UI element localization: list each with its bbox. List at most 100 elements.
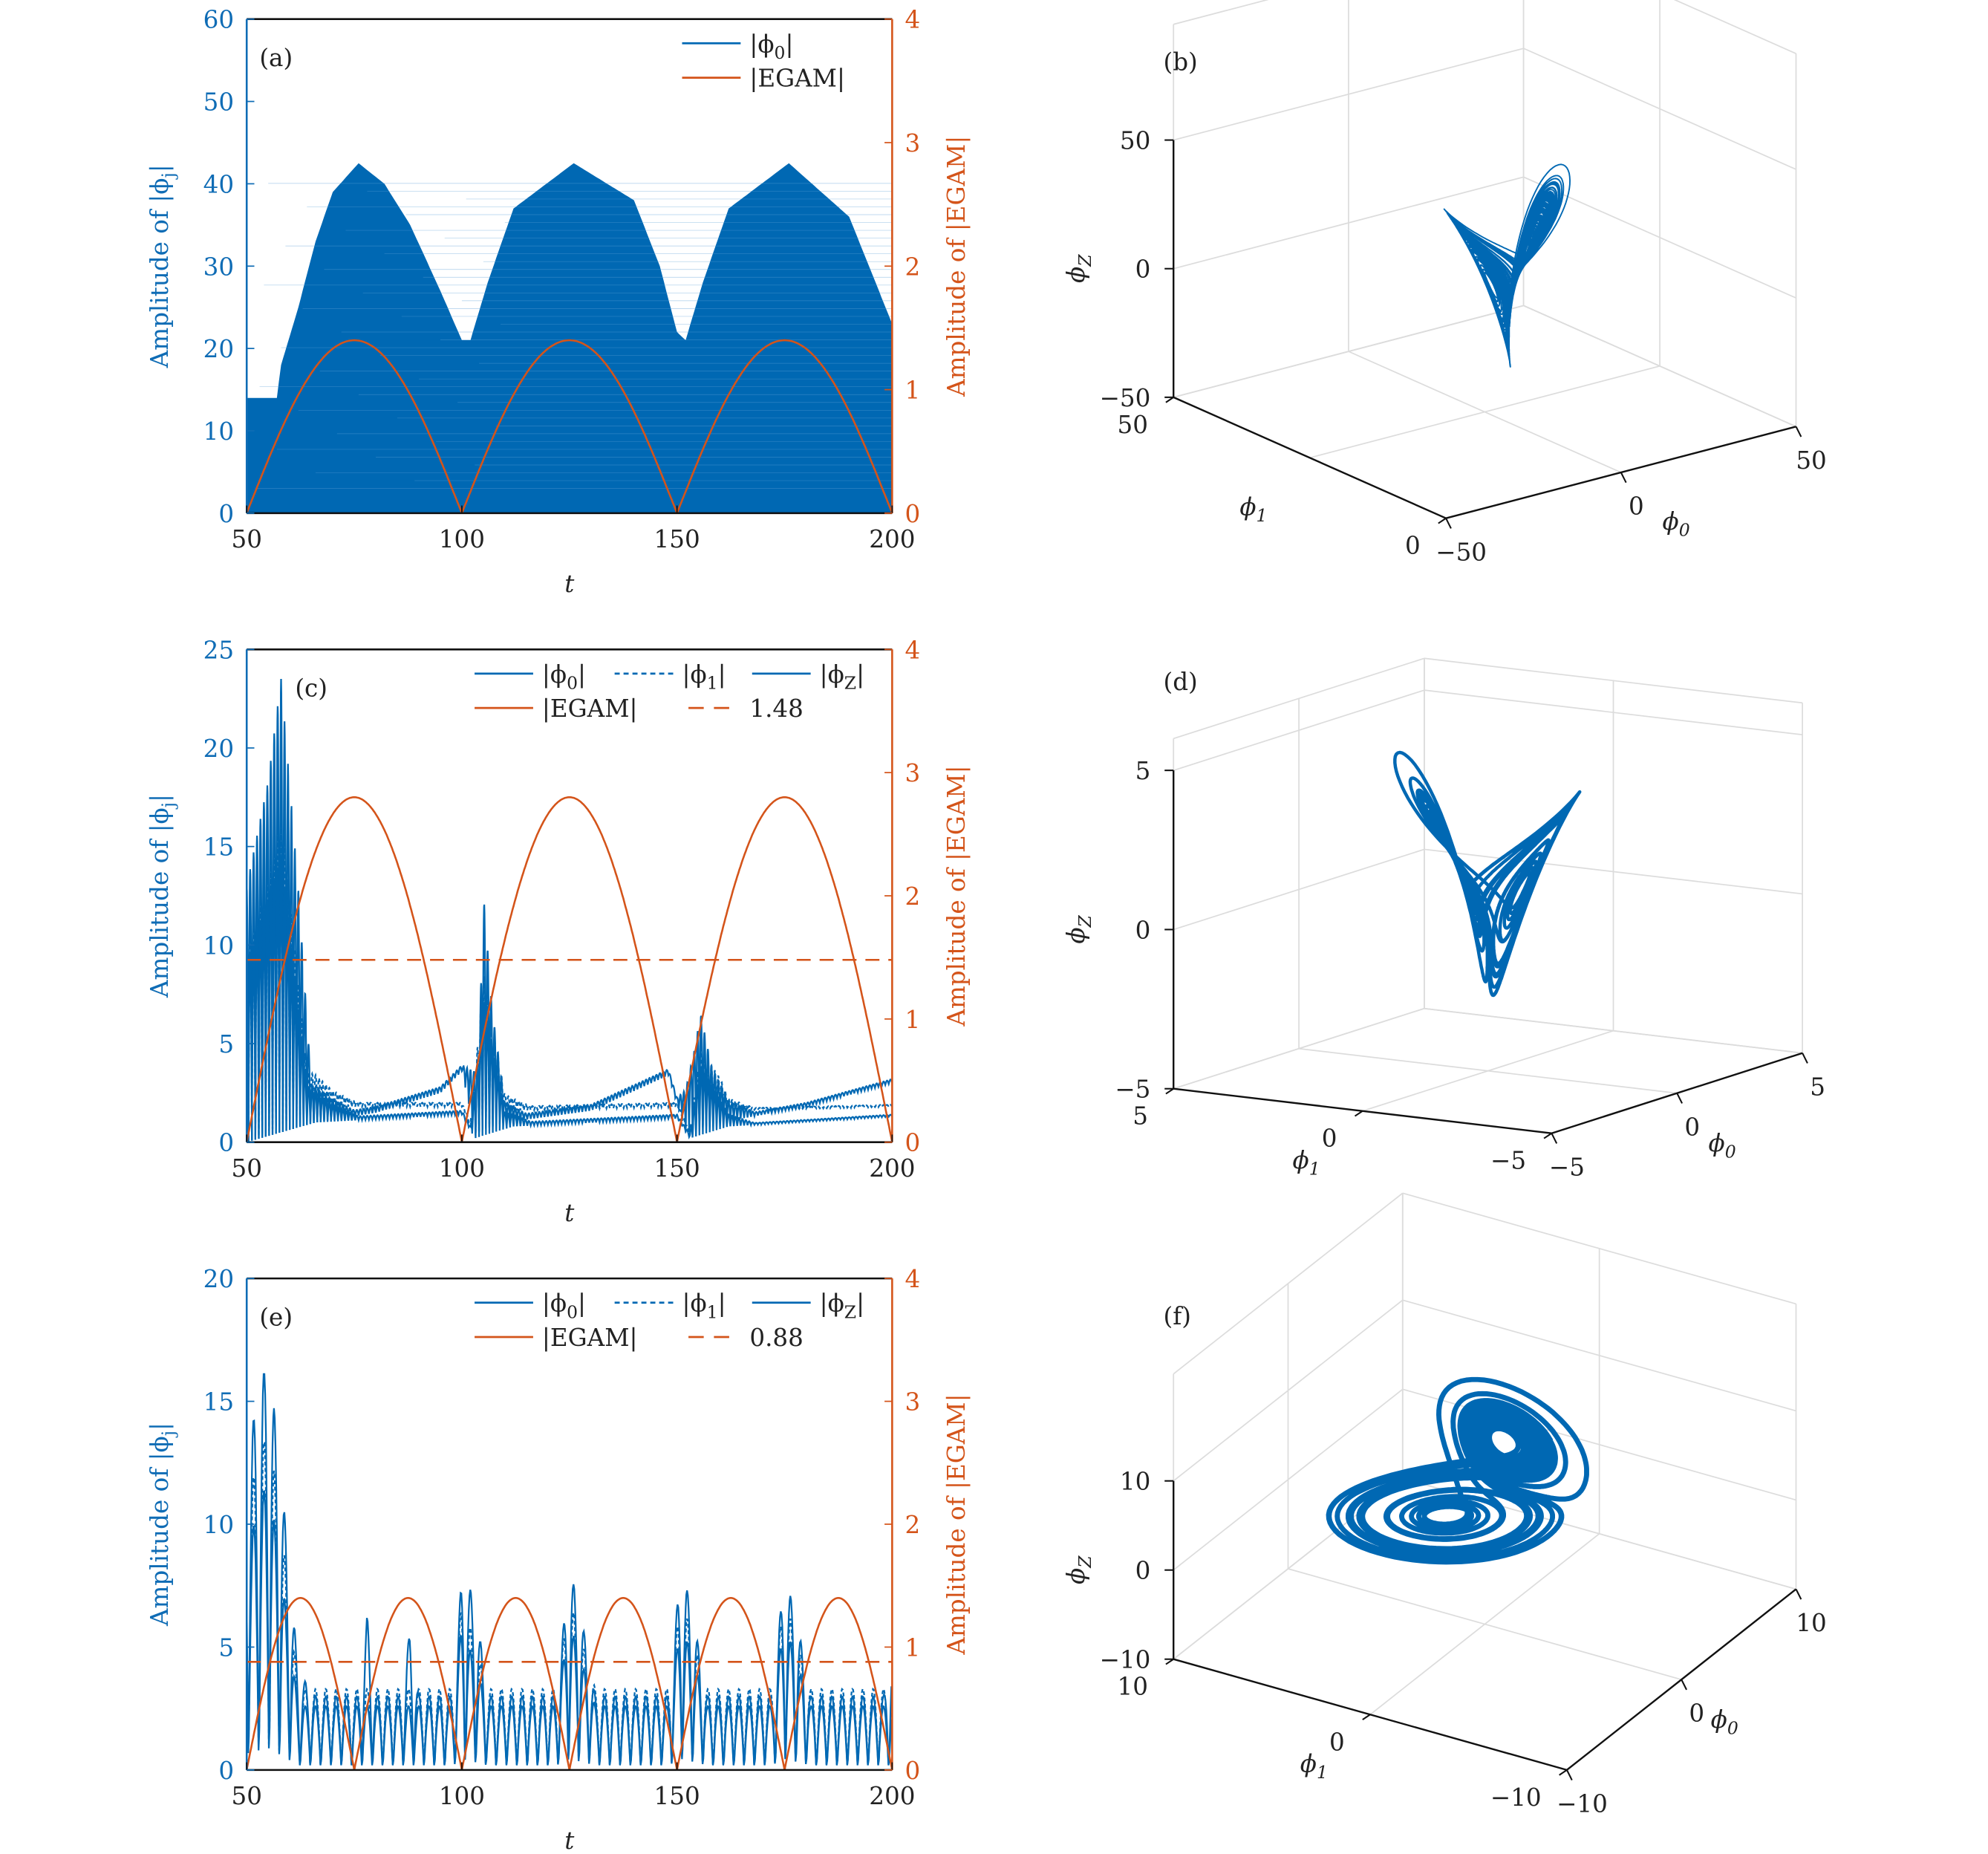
phi1-tick-label: 10 [1117, 1673, 1147, 1701]
legend-label: |EGAM| [542, 695, 638, 723]
grid-line [1173, 305, 1524, 398]
y-axis-label-right: Amplitude of |EGAM| [942, 1393, 971, 1655]
legend-label: |EGAM| [542, 1324, 638, 1352]
y-tick-label-left: 50 [203, 88, 234, 117]
x-axis-label: t [564, 570, 575, 598]
phiz-tick-label: 5 [1135, 757, 1151, 785]
legend-label: |ϕ1| [682, 1289, 726, 1323]
x-tick-label: 200 [869, 525, 915, 553]
phi0-tick [1445, 518, 1452, 529]
grid-line [1523, 305, 1796, 428]
legend-label: |ϕ0| [542, 660, 586, 694]
phi0-tick [1676, 1093, 1683, 1104]
phi0-tick [1620, 472, 1627, 484]
legend-label: |EGAM| [749, 65, 845, 93]
y-tick-label-right: 1 [905, 1006, 920, 1034]
phi0-tick-label: −50 [1435, 538, 1487, 566]
phi0-tick-label: 10 [1796, 1609, 1826, 1637]
y-tick-label-left: 20 [203, 735, 234, 763]
phi1-tick [1165, 1087, 1174, 1095]
y-axis-label-left: Amplitude of |ϕj| [146, 164, 179, 368]
phi0-tick [1795, 426, 1802, 438]
x-axis-label: t [564, 1827, 575, 1854]
phi0-tick [1681, 1679, 1687, 1691]
phi0-axis-label: ϕ0 [1709, 1129, 1736, 1162]
phi0-tick-label: 5 [1810, 1073, 1825, 1101]
y-tick-label-right: 0 [905, 1757, 920, 1785]
panel-label: (f) [1163, 1302, 1190, 1330]
phi0-tick-label: −5 [1549, 1153, 1585, 1181]
grid-line [1402, 1192, 1796, 1305]
panel-label: (c) [295, 674, 327, 703]
y-tick-label-right: 2 [905, 882, 920, 911]
phiz-tick-label: −5 [1115, 1076, 1150, 1104]
y-tick-label-right: 2 [905, 1511, 920, 1539]
grid-line [1173, 0, 1269, 25]
y-tick-label-right: 4 [905, 6, 920, 34]
y-tick-label-left: 10 [203, 931, 234, 960]
series-phi1 [247, 809, 893, 1142]
y-tick-label-left: 15 [203, 1388, 234, 1416]
phi1-tick-label: −5 [1490, 1147, 1526, 1175]
y-axis-label-left: Amplitude of |ϕj| [146, 1422, 179, 1627]
y-tick-label-left: 25 [203, 636, 234, 664]
grid-line [1173, 689, 1425, 771]
series-phi0-area [247, 163, 893, 513]
phi0-tick [1566, 1769, 1573, 1781]
y-tick-label-right: 3 [905, 129, 920, 157]
y-axis-label-left: Amplitude of |ϕj| [146, 794, 179, 998]
phiz-tick-label: 0 [1135, 1557, 1151, 1585]
phiz-tick-label: −50 [1100, 384, 1151, 412]
y-tick-label-right: 4 [905, 636, 920, 664]
phi1-axis-label: ϕ1 [1300, 1749, 1328, 1783]
x-tick-label: 200 [869, 1154, 915, 1183]
legend-label: |ϕ0| [542, 1289, 586, 1323]
x-axis-label: t [564, 1199, 575, 1227]
series-phiZ [247, 1490, 893, 1766]
y-tick-label-right: 4 [905, 1265, 920, 1293]
trajectory-3d [1393, 750, 1582, 998]
phi1-tick-label: 0 [1405, 532, 1421, 560]
grid-line [1173, 1007, 1425, 1090]
phi1-tick [1354, 1110, 1363, 1117]
panel-a: 50 100 150 200010203040506001234tAmplitude … [146, 6, 971, 598]
grid-line [1173, 1192, 1404, 1375]
y-tick-label-left: 60 [203, 6, 234, 34]
phi0-tick-label: −10 [1557, 1789, 1608, 1818]
phi1-tick-label: 0 [1329, 1728, 1345, 1756]
plot-area [247, 163, 893, 513]
phi0-axis-label: ϕ0 [1662, 507, 1689, 541]
grid-line [1673, 0, 1796, 54]
panel-label: (a) [259, 44, 293, 72]
phi1-axis-label: ϕ1 [1239, 492, 1267, 526]
legend-label: |ϕZ| [820, 660, 864, 694]
phi1-tick [1438, 517, 1447, 524]
phi0-tick-label: 0 [1629, 492, 1644, 521]
grid-line [1523, 48, 1796, 170]
phi0-tick [1551, 1133, 1558, 1144]
y-tick-label-left: 10 [203, 1511, 234, 1539]
y-axis-label-right: Amplitude of |EGAM| [942, 765, 971, 1027]
x-tick-label: 200 [869, 1782, 915, 1810]
phiz-tick-label: −10 [1100, 1646, 1151, 1674]
y-tick-label-left: 30 [203, 253, 234, 281]
panel-label: (b) [1163, 48, 1197, 76]
y-tick-label-left: 10 [203, 417, 234, 446]
phi0-tick-label: 0 [1684, 1113, 1700, 1141]
phi0-axis-label: ϕ0 [1711, 1705, 1738, 1739]
y-tick-label-left: 40 [203, 170, 234, 198]
y-axis-label-right: Amplitude of |EGAM| [942, 136, 971, 397]
x-tick-label: 100 [439, 1154, 485, 1183]
phi1-tick-label: −10 [1490, 1783, 1542, 1812]
legend-label: |ϕ0| [749, 30, 793, 63]
phi0-tick-label: 0 [1689, 1700, 1704, 1728]
panel-label: (d) [1163, 668, 1197, 696]
y-tick-label-right: 3 [905, 1388, 920, 1416]
grid-line [1309, 365, 1661, 459]
x-tick-label: 100 [439, 525, 485, 553]
plot-area [247, 679, 893, 1142]
panel-label: (e) [259, 1304, 293, 1332]
series-egam [247, 796, 893, 1142]
